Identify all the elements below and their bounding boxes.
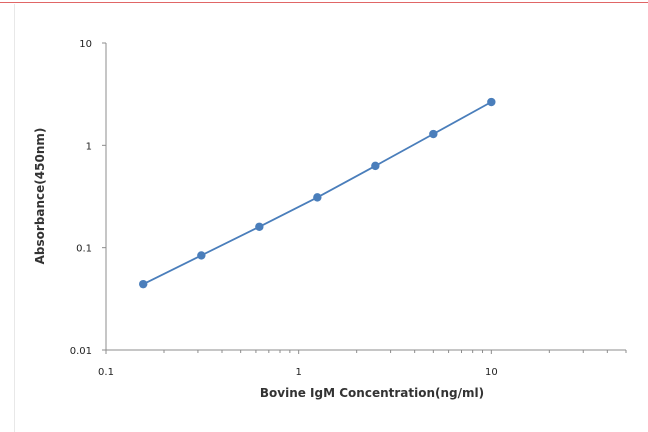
y-tick-label: 0.1 (76, 244, 92, 255)
x-axis-label: Bovine IgM Concentration(ng/ml) (260, 386, 484, 400)
data-point (371, 161, 380, 171)
y-axis-label: Absorbance(450nm) (33, 128, 47, 265)
data-point (139, 279, 148, 289)
left-border-line (14, 4, 15, 432)
series-line (142, 101, 492, 286)
x-tick-label: 0.1 (98, 367, 114, 378)
data-point (429, 129, 438, 139)
top-border-line (0, 2, 648, 3)
data-point (487, 97, 496, 107)
x-tick-label: 1 (295, 367, 301, 378)
plot-group (139, 97, 496, 289)
tick-labels-group: 0.1 1 10 0.01 0.1 1 10 (70, 39, 498, 378)
y-tick-label: 10 (79, 39, 92, 50)
axes-group (102, 42, 627, 354)
data-point (197, 251, 206, 260)
y-tick-label: 1 (86, 141, 92, 152)
x-tick-label: 10 (485, 367, 498, 378)
data-point (255, 222, 264, 231)
data-point (313, 193, 322, 202)
y-tick-label: 0.01 (70, 346, 92, 357)
